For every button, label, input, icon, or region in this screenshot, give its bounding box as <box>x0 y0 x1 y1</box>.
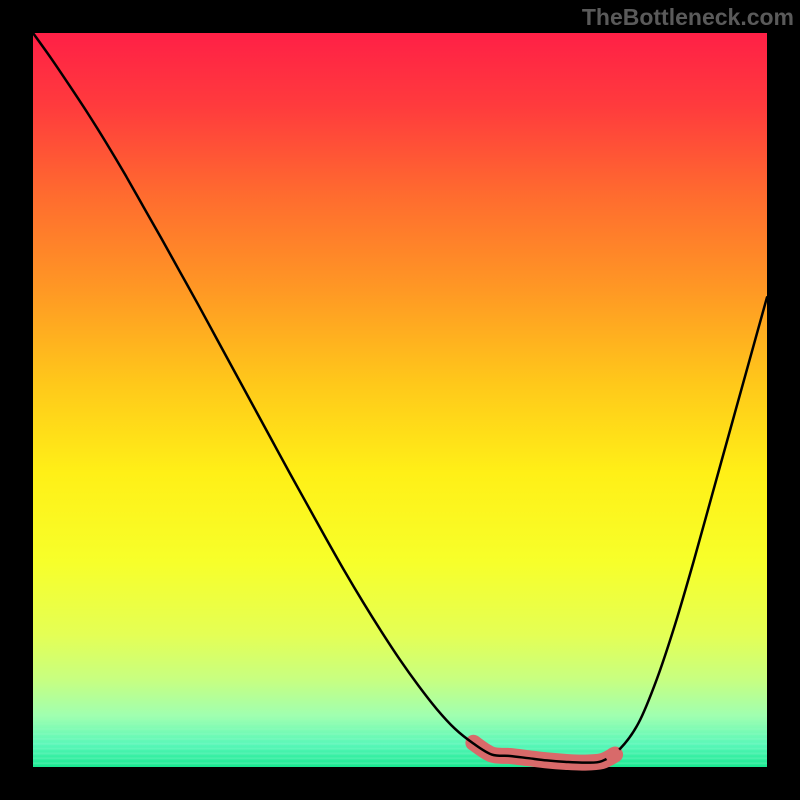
chart-stage: TheBottleneck.com <box>0 0 800 800</box>
marker-dot <box>606 747 622 763</box>
plot-area <box>33 33 767 767</box>
chart-svg <box>0 0 800 800</box>
gradient-rect <box>33 33 767 767</box>
